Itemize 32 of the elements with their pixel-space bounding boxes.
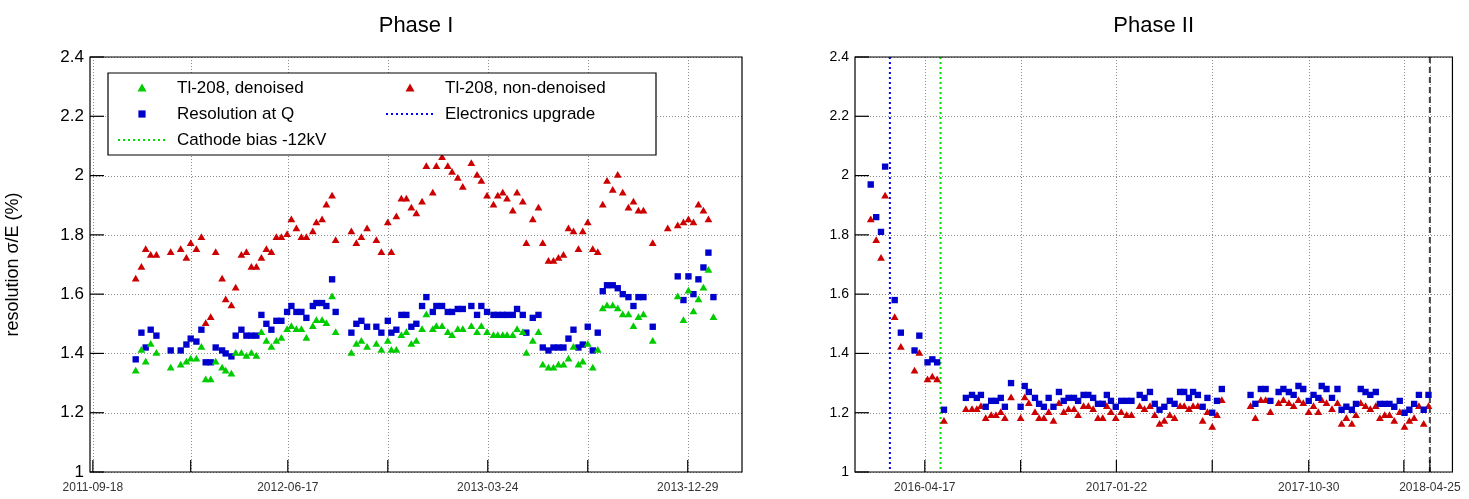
- x-tick-label: 2011-09-18: [62, 479, 124, 494]
- text: Cathode bias -12kV: [177, 129, 327, 149]
- y-tick-label: 1.4: [829, 344, 850, 361]
- chart-title: Phase II: [1113, 12, 1195, 38]
- y-tick-label: 1: [841, 462, 850, 479]
- x-tick-label: 2017-01-22: [1085, 479, 1148, 494]
- y-tick-label: 1: [74, 461, 84, 481]
- y-tick-label: 1.6: [60, 283, 84, 303]
- y-tick-label: 2.2: [60, 105, 84, 125]
- y-tick-label: 2: [841, 166, 850, 183]
- y-tick-label: 1.6: [829, 285, 850, 301]
- legend-label: Resolution at Q: [177, 103, 295, 123]
- legend-label: Tl-208, non-denoised: [445, 77, 606, 97]
- y-axis-title: resolution σ/E (%): [1, 192, 22, 337]
- y-tick-label: 1.2: [60, 402, 84, 422]
- y-tick-label: 1.2: [829, 403, 850, 420]
- y-tick-label: 2.2: [829, 107, 850, 124]
- x-tick-label: 2013-03-24: [457, 479, 519, 494]
- x-tick-label: 2017-10-30: [1278, 479, 1340, 494]
- text: Electronics upgrade: [445, 103, 596, 123]
- y-tick-label: 2.4: [60, 46, 84, 66]
- chart-title: Phase I: [378, 12, 454, 38]
- x-tick-label: 2012-06-17: [257, 479, 319, 494]
- y-tick-label: 2.4: [829, 47, 850, 64]
- legend-label: Tl-208, denoised: [177, 77, 304, 97]
- x-tick-label: 2013-12-29: [657, 479, 719, 494]
- y-tick-label: 1.4: [60, 343, 84, 363]
- y-tick-label: 1.8: [829, 225, 850, 242]
- y-tick-label: 2: [74, 165, 84, 185]
- x-tick-label: 2018-04-25: [1399, 479, 1461, 494]
- x-tick-label: 2016-04-17: [894, 479, 956, 494]
- y-tick-label: 1.8: [60, 224, 84, 244]
